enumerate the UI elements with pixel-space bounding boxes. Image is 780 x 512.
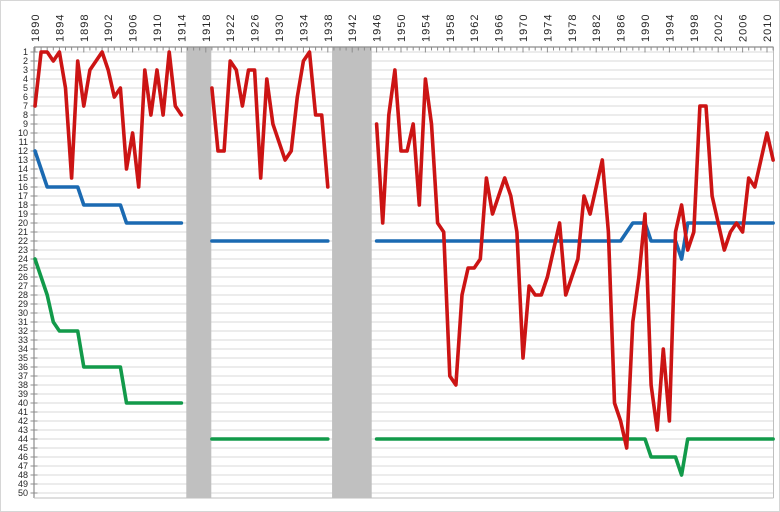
x-axis-label: 1978 — [567, 14, 579, 42]
x-axis-label: 1986 — [616, 14, 628, 42]
x-axis-label: 1966 — [494, 14, 506, 42]
y-axis-label: 50 — [18, 488, 28, 498]
y-axis-label: 34 — [18, 344, 28, 354]
x-axis-label: 1930 — [274, 14, 286, 42]
y-axis-label: 25 — [18, 263, 28, 273]
y-axis-label: 18 — [18, 200, 28, 210]
y-axis-label: 44 — [18, 434, 28, 444]
war-gap-bands — [186, 47, 372, 498]
x-axis-label: 1954 — [420, 14, 432, 42]
x-axis-label: 2010 — [762, 14, 774, 42]
y-axis-label: 3 — [23, 65, 28, 75]
x-axis-label: 1910 — [152, 14, 164, 42]
x-axis-label: 2002 — [713, 14, 725, 42]
y-axis-label: 32 — [18, 326, 28, 336]
y-axis-label: 43 — [18, 425, 28, 435]
y-axis-label: 12 — [18, 146, 28, 156]
y-axis-label: 11 — [19, 137, 28, 147]
y-axis-label: 27 — [18, 281, 28, 291]
y-axis-label: 24 — [18, 254, 28, 264]
x-axis-labels: 1890 1894 1898 1902 1906 1910 1914 1918 1922 1926… — [30, 14, 774, 42]
y-axis-label: 6 — [23, 92, 28, 102]
x-axis-label: 1934 — [298, 14, 310, 42]
x-axis-label: 1926 — [250, 14, 262, 42]
x-axis-label: 1938 — [323, 14, 335, 42]
y-axis-label: 36 — [18, 362, 28, 372]
y-axis-label: 15 — [18, 173, 28, 183]
y-axis-label: 41 — [18, 407, 28, 417]
y-axis-label: 7 — [23, 101, 28, 111]
x-axis-label: 1902 — [103, 14, 115, 42]
y-axis-label: 47 — [18, 461, 28, 471]
y-axis-label: 46 — [18, 452, 28, 462]
y-axis-label: 26 — [18, 272, 28, 282]
y-axis-label: 17 — [18, 191, 28, 201]
y-axis-label: 1 — [23, 47, 28, 57]
y-axis-label: 48 — [18, 470, 28, 480]
x-axis-label: 1894 — [54, 14, 66, 42]
y-axis-label: 35 — [18, 353, 28, 363]
red-line — [33, 50, 184, 189]
green-line — [33, 257, 184, 405]
y-axis-label: 39 — [18, 389, 28, 399]
y-axis-labels: 1234567891011121314151617181920212223242… — [18, 47, 28, 498]
y-axis-label: 31 — [18, 317, 28, 327]
y-axis-label: 49 — [18, 479, 28, 489]
y-axis-label: 29 — [18, 299, 28, 309]
y-axis-label: 4 — [23, 74, 28, 84]
green-line — [374, 437, 775, 477]
x-axis-label: 1942 — [347, 14, 359, 42]
y-axis-label: 28 — [18, 290, 28, 300]
blue-line — [33, 149, 184, 225]
red-series — [33, 50, 775, 450]
y-axis-label: 13 — [18, 155, 28, 165]
tick-marks — [30, 47, 774, 494]
x-axis-label: 1890 — [30, 14, 42, 42]
y-axis-label: 14 — [18, 164, 28, 174]
y-axis-label: 45 — [18, 443, 28, 453]
x-axis-label: 1958 — [445, 14, 457, 42]
y-axis-label: 38 — [18, 380, 28, 390]
x-axis-label: 1982 — [591, 14, 603, 42]
y-axis-label: 37 — [18, 371, 28, 381]
red-line — [210, 50, 330, 189]
x-axis-label: 1998 — [689, 14, 701, 42]
x-axis-label: 1946 — [372, 14, 384, 42]
y-axis-label: 21 — [18, 227, 28, 237]
y-axis-label: 23 — [18, 245, 28, 255]
x-axis-label: 1914 — [176, 14, 188, 42]
x-axis-label: 1950 — [396, 14, 408, 42]
y-axis-label: 9 — [23, 119, 28, 129]
y-axis-label: 20 — [18, 218, 28, 228]
war-gap-band — [332, 47, 372, 498]
x-axis-label: 1898 — [79, 14, 91, 42]
y-axis-label: 30 — [18, 308, 28, 318]
red-line — [374, 68, 775, 450]
y-axis-label: 33 — [18, 335, 28, 345]
y-axis-label: 8 — [23, 110, 28, 120]
y-axis-label: 40 — [18, 398, 28, 408]
x-axis-label: 1922 — [225, 14, 237, 42]
green-series — [33, 257, 775, 477]
y-axis-label: 2 — [23, 56, 28, 66]
x-axis-label: 1970 — [518, 14, 530, 42]
y-axis-label: 19 — [18, 209, 28, 219]
y-axis-label: 42 — [18, 416, 28, 426]
x-axis-label: 1962 — [469, 14, 481, 42]
x-axis-label: 2006 — [738, 14, 750, 42]
y-axis-label: 22 — [18, 236, 28, 246]
x-axis-label: 1990 — [640, 14, 652, 42]
y-axis-label: 5 — [23, 83, 28, 93]
y-axis-label: 10 — [18, 128, 28, 138]
x-axis-label: 1906 — [128, 14, 140, 42]
x-axis-label: 1918 — [201, 14, 213, 42]
series — [33, 50, 775, 477]
war-gap-band — [186, 47, 212, 498]
y-axis-label: 16 — [18, 182, 28, 192]
x-axis-label: 1974 — [542, 14, 554, 42]
x-axis-label: 1994 — [664, 14, 676, 42]
